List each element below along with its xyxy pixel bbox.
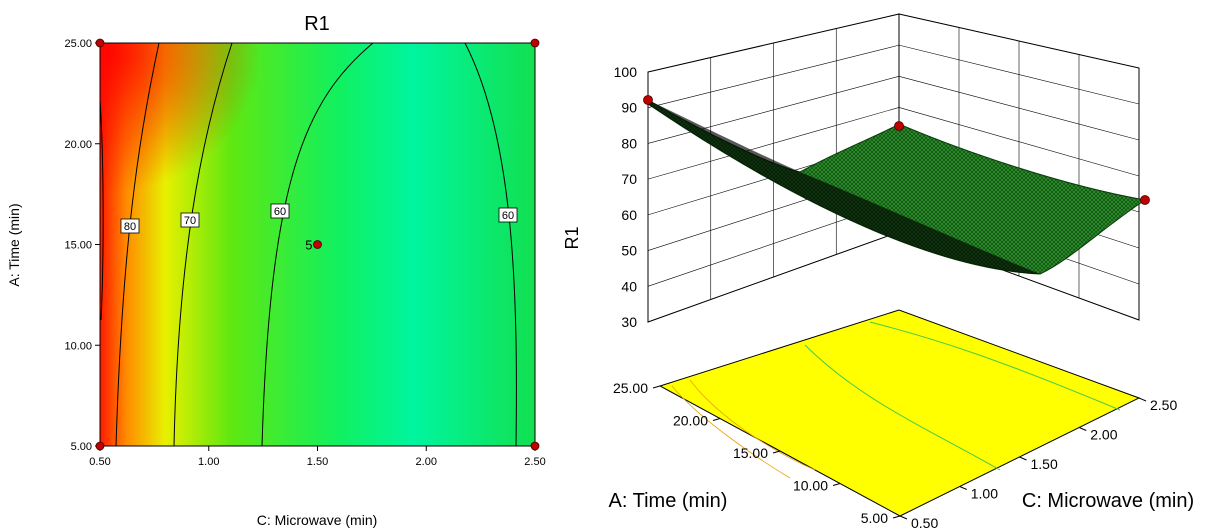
contour-line-edge — [99, 99, 104, 321]
contour-x-tick-label: 1.50 — [307, 456, 328, 468]
design-point-label: 5 — [305, 238, 312, 253]
floor-contour-2 — [804, 344, 1001, 471]
design-point — [313, 240, 322, 249]
contour-y-tick-label: 15.00 — [64, 240, 92, 252]
contour-y-tick-label: 5.00 — [71, 441, 92, 453]
microwave-tick-label: 2.50 — [1150, 397, 1177, 413]
design-point — [530, 38, 540, 48]
microwave-axis: 0.50 1.00 1.50 2.00 2.50 — [899, 397, 1177, 531]
microwave-tick — [899, 515, 908, 520]
surface-plot: 30 40 50 60 70 80 90 100 R1 25.00 20.00 15.00 10.0… — [562, 13, 1194, 531]
surface-point-1 — [643, 95, 653, 105]
contour-y-axis-title: A: Time (min) — [6, 203, 22, 286]
z-tick-label: 40 — [621, 278, 637, 294]
microwave-tick — [1019, 456, 1027, 461]
floor-contour-1 — [869, 321, 1121, 411]
floor-contour-4 — [689, 379, 816, 471]
contour-line-80 — [115, 42, 160, 447]
contour-plot: R1 80 70 60 60 0.50 1.00 1.50 2.00 2.50 — [6, 13, 546, 528]
z-tick-label: 30 — [621, 314, 637, 330]
contour-label-60-right: 60 — [498, 207, 518, 223]
z-tick-label: 90 — [621, 100, 637, 116]
microwave-tick — [1138, 397, 1147, 402]
z-tick-label: 50 — [621, 243, 637, 259]
microwave-tick-label: 0.50 — [911, 515, 938, 531]
microwave-tick — [959, 486, 967, 490]
contour-title: R1 — [304, 13, 330, 35]
svg-text:80: 80 — [124, 221, 136, 233]
contour-x-axis-title: C: Microwave (min) — [257, 512, 378, 528]
svg-text:60: 60 — [502, 210, 514, 222]
microwave-tick-label: 1.00 — [971, 486, 998, 502]
contour-line-60-right — [464, 42, 517, 447]
contour-x-tick-label: 2.00 — [416, 456, 437, 468]
contour-line-70 — [173, 42, 233, 447]
design-point — [95, 38, 105, 48]
design-point — [530, 441, 540, 451]
surface-point-2 — [894, 121, 904, 131]
time-tick-label: 15.00 — [733, 445, 768, 461]
z-axis: 30 40 50 60 70 80 90 100 — [614, 64, 638, 330]
svg-text:60: 60 — [274, 206, 286, 218]
microwave-tick-label: 1.50 — [1031, 456, 1058, 472]
microwave-tick — [1079, 427, 1087, 431]
time-tick — [892, 515, 901, 519]
contour-x-tick-label: 2.50 — [524, 456, 545, 468]
time-tick-label: 10.00 — [793, 478, 828, 494]
design-points: 5 — [95, 38, 540, 451]
contour-x-axis: 0.50 1.00 1.50 2.00 2.50 — [89, 446, 546, 468]
svg-text:70: 70 — [184, 215, 196, 227]
surface-point-3 — [1140, 195, 1150, 205]
time-axis: 25.00 20.00 15.00 10.00 5.00 — [613, 380, 901, 526]
time-tick-label: 5.00 — [861, 510, 888, 526]
contour-y-tick-label: 20.00 — [64, 139, 92, 151]
contour-label-60-left: 60 — [270, 203, 290, 219]
response-floor — [658, 309, 1141, 517]
z-tick-label: 70 — [621, 171, 637, 187]
time-tick — [772, 450, 781, 454]
time-tick — [712, 418, 721, 421]
contour-label-70: 70 — [180, 212, 200, 228]
z-axis-title: R1 — [562, 226, 582, 249]
contour-y-tick-label: 10.00 — [64, 340, 92, 352]
contour-x-tick-label: 1.00 — [198, 456, 219, 468]
microwave-tick-label: 2.00 — [1090, 427, 1117, 443]
contour-y-tick-label: 25.00 — [64, 38, 92, 50]
contour-label-80: 80 — [120, 218, 140, 234]
time-tick — [652, 385, 661, 389]
contour-line-60-left — [261, 42, 374, 447]
microwave-axis-title: C: Microwave (min) — [1022, 490, 1194, 512]
contour-x-tick-label: 0.50 — [89, 456, 110, 468]
z-tick-label: 80 — [621, 135, 637, 151]
z-tick-label: 60 — [621, 207, 637, 223]
time-tick-label: 20.00 — [673, 413, 708, 429]
design-point — [95, 441, 105, 451]
contour-y-axis: 5.00 10.00 15.00 20.00 25.00 — [64, 38, 100, 453]
floor-contour-3 — [671, 385, 791, 479]
time-tick — [832, 483, 841, 486]
time-axis-title: A: Time (min) — [609, 490, 728, 512]
time-tick-label: 25.00 — [613, 380, 648, 396]
z-tick-label: 100 — [614, 64, 638, 80]
